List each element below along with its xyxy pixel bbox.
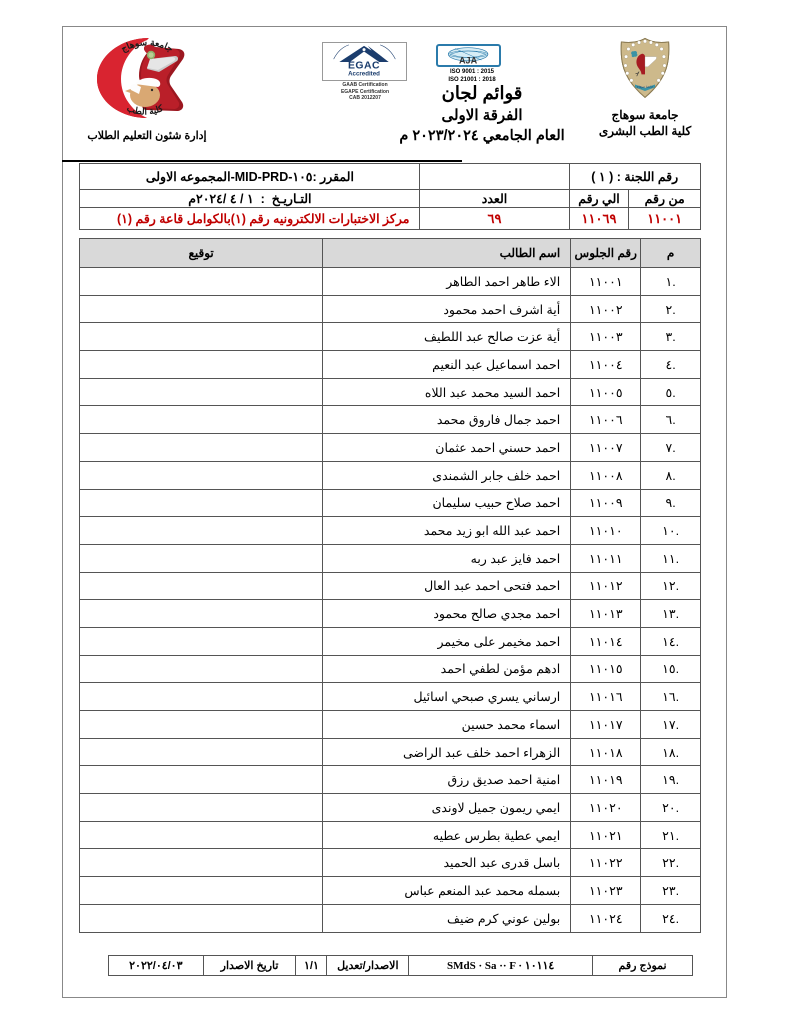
svg-text:AJA: AJA <box>459 55 478 65</box>
svg-text:جامعة سوهاج: جامعة سوهاج <box>637 84 654 88</box>
svg-text:Accredited: Accredited <box>348 70 380 77</box>
